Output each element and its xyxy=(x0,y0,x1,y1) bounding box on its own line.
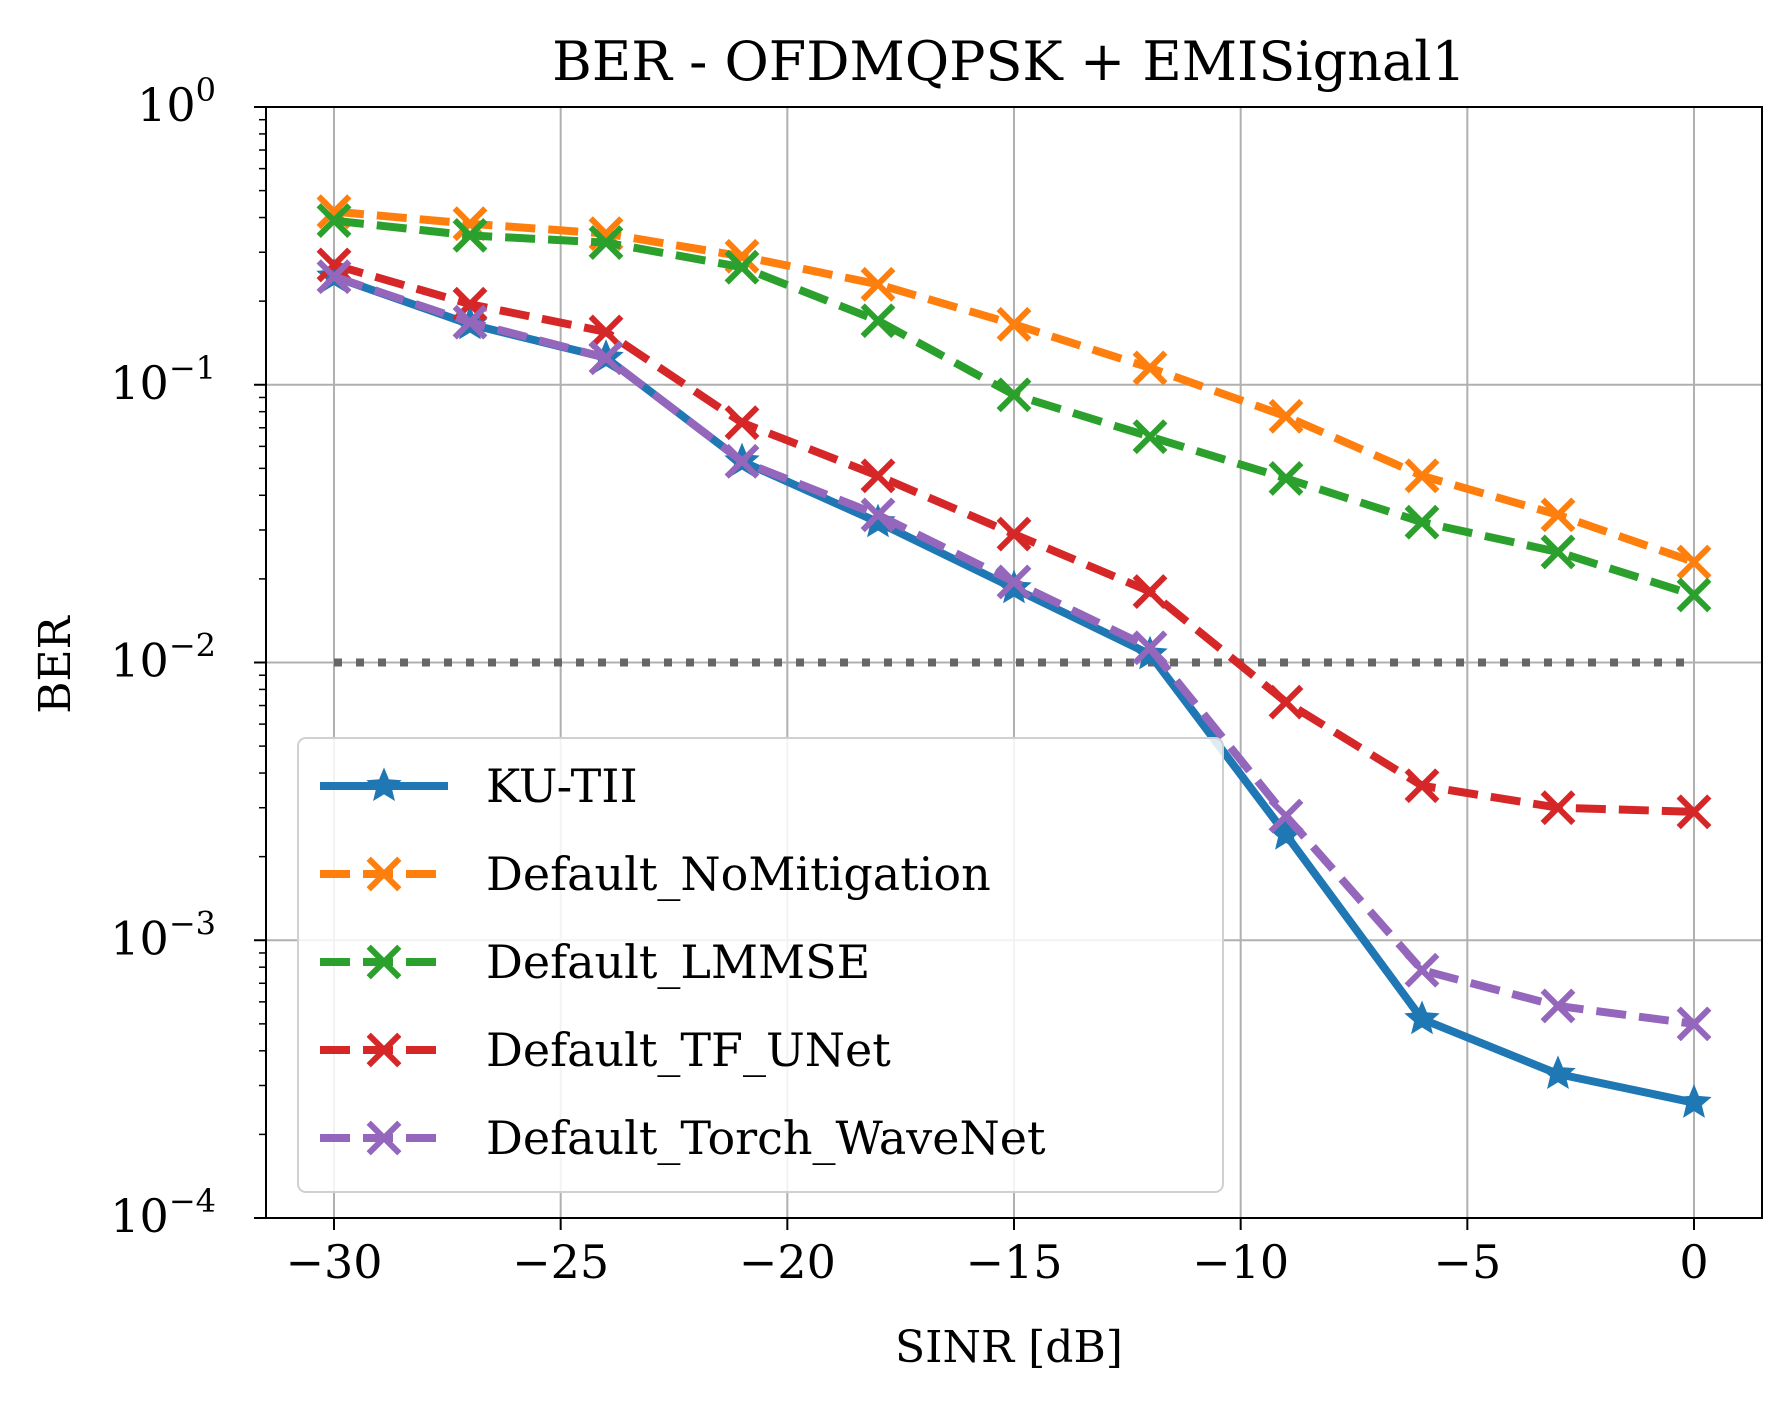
data-point xyxy=(724,249,760,285)
data-point xyxy=(316,259,352,295)
data-point xyxy=(1676,577,1712,613)
data-point xyxy=(1132,350,1168,386)
legend-marker xyxy=(366,1120,402,1156)
series-default-tf-unet xyxy=(316,247,1712,830)
legend-marker xyxy=(366,856,402,892)
data-point xyxy=(1540,534,1576,570)
series-default-nomitigation xyxy=(316,194,1712,580)
y-tick-label: 10−3 xyxy=(110,904,216,965)
legend-marker xyxy=(366,1032,402,1068)
chart-title: BER - OFDMQPSK + EMISignal1 xyxy=(552,30,1466,93)
data-point xyxy=(860,497,896,533)
series-group xyxy=(316,194,1712,1118)
data-point xyxy=(1268,684,1304,720)
x-axis: −30 −25 −20 −15 −10 −5 0 xyxy=(285,1218,1709,1289)
data-point xyxy=(452,217,488,253)
data-point xyxy=(1404,768,1440,804)
x-tick-label: −10 xyxy=(1192,1235,1289,1289)
y-axis: 100 10−1 10−2 10−3 10−4 xyxy=(110,71,266,1243)
data-point xyxy=(1404,504,1440,540)
legend-marker xyxy=(366,767,402,802)
x-tick-label: 0 xyxy=(1679,1235,1708,1289)
data-point xyxy=(860,458,896,494)
data-point xyxy=(588,314,624,350)
data-point xyxy=(1676,794,1712,830)
data-point xyxy=(724,405,760,441)
data-point xyxy=(588,340,624,376)
legend-entry: Default_NoMitigation xyxy=(320,847,991,901)
data-point xyxy=(1540,790,1576,826)
y-tick-label: 100 xyxy=(137,71,216,132)
legend-label: Default_TF_UNet xyxy=(486,1023,891,1077)
data-point xyxy=(996,564,1032,600)
y-tick-label: 10−2 xyxy=(110,627,216,688)
legend-entry: Default_Torch_WaveNet xyxy=(320,1111,1046,1165)
legend-marker xyxy=(366,944,402,980)
data-point xyxy=(860,303,896,339)
legend: KU-TII Default_NoMitigation Default_LMMSE D… xyxy=(297,737,1224,1193)
data-point xyxy=(1676,1006,1712,1042)
data-point xyxy=(1268,460,1304,496)
series-default-lmmse xyxy=(316,203,1712,613)
x-tick-label: −30 xyxy=(285,1235,382,1289)
x-tick-label: −5 xyxy=(1433,1235,1501,1289)
data-point xyxy=(1404,952,1440,988)
x-tick-label: −20 xyxy=(739,1235,836,1289)
data-point xyxy=(996,306,1032,342)
data-point xyxy=(1132,574,1168,610)
data-point xyxy=(1676,544,1712,580)
x-tick-label: −25 xyxy=(512,1235,609,1289)
data-point xyxy=(316,203,352,239)
data-point xyxy=(1132,419,1168,455)
legend-label: Default_Torch_WaveNet xyxy=(486,1111,1046,1165)
y-tick-label: 10−4 xyxy=(110,1182,216,1243)
data-point xyxy=(724,443,760,479)
legend-label: KU-TII xyxy=(486,759,638,813)
legend-box xyxy=(297,737,1224,1193)
data-point xyxy=(1268,798,1304,834)
y-tick-label: 10−1 xyxy=(110,349,216,410)
x-tick-label: −15 xyxy=(965,1235,1062,1289)
legend-entry: Default_LMMSE xyxy=(320,935,870,989)
data-point xyxy=(1268,398,1304,434)
data-point xyxy=(1540,497,1576,533)
data-point xyxy=(996,516,1032,552)
data-point xyxy=(996,569,1032,604)
legend-entry: KU-TII xyxy=(320,759,638,813)
y-axis-label: BER xyxy=(30,614,81,713)
data-point xyxy=(1404,458,1440,494)
data-point xyxy=(452,304,488,340)
data-point xyxy=(588,225,624,260)
data-point xyxy=(1676,1084,1712,1118)
data-point xyxy=(1540,988,1576,1024)
legend-entry: Default_TF_UNet xyxy=(320,1023,891,1077)
data-point xyxy=(1132,630,1168,666)
legend-label: Default_LMMSE xyxy=(486,935,870,989)
data-point xyxy=(1540,1055,1576,1090)
legend-label: Default_NoMitigation xyxy=(486,847,991,901)
x-axis-label: SINR [dB] xyxy=(895,1322,1123,1373)
data-point xyxy=(316,247,352,283)
data-point xyxy=(860,266,896,302)
data-point xyxy=(1404,1000,1440,1035)
series-default-torch-wavenet xyxy=(316,259,1712,1042)
data-point xyxy=(996,377,1032,413)
